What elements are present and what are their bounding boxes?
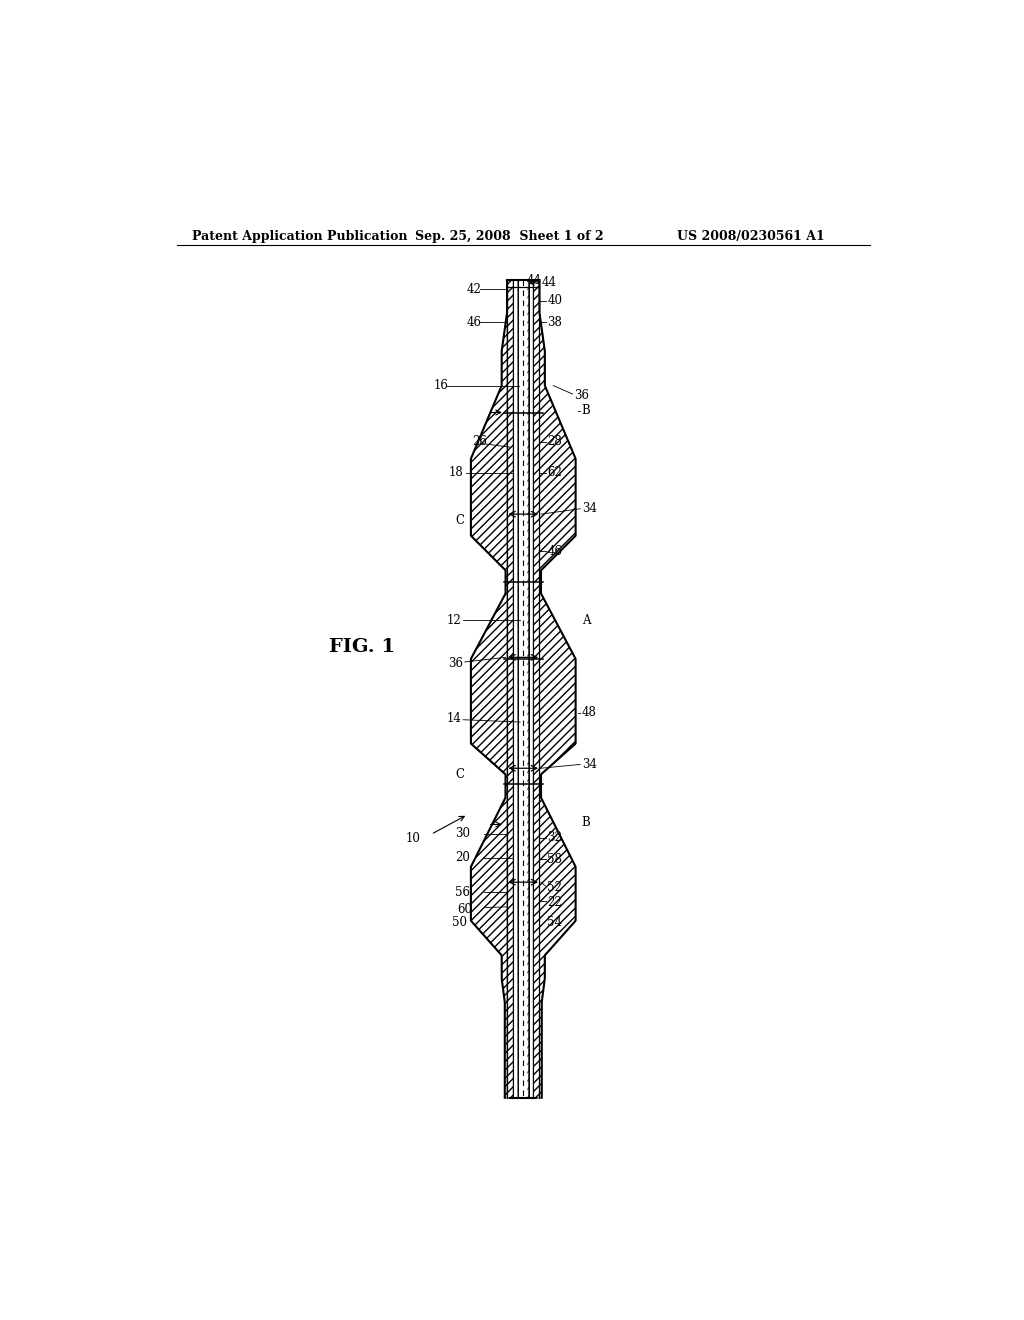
Text: 58: 58 [547,853,562,866]
Text: 48: 48 [582,706,597,719]
Text: 42: 42 [467,282,482,296]
Text: 16: 16 [434,379,449,392]
Text: 20: 20 [456,851,470,865]
Text: 34: 34 [582,758,597,771]
Text: 30: 30 [455,828,470,841]
Text: FIG. 1: FIG. 1 [330,639,395,656]
Text: 10: 10 [406,832,421,845]
Text: 52: 52 [547,880,562,894]
Text: 12: 12 [446,614,462,627]
Polygon shape [519,280,527,1098]
Text: 26: 26 [472,436,487,449]
Text: 38: 38 [547,315,562,329]
Text: 46: 46 [547,545,562,557]
Text: 54: 54 [547,916,562,929]
Polygon shape [471,280,575,1098]
Text: B: B [582,404,591,417]
Text: 32: 32 [547,832,562,843]
Text: Sep. 25, 2008  Sheet 1 of 2: Sep. 25, 2008 Sheet 1 of 2 [416,230,604,243]
Text: 36: 36 [574,389,589,403]
Text: 50: 50 [452,916,467,929]
Polygon shape [513,280,534,1098]
Text: 14: 14 [446,713,462,726]
Polygon shape [507,280,540,1098]
Text: 34: 34 [582,502,597,515]
Text: 44: 44 [542,276,557,289]
Polygon shape [518,280,528,1098]
Text: C: C [456,513,465,527]
Text: 44: 44 [527,273,542,286]
Text: 62: 62 [547,466,562,479]
Text: 56: 56 [455,886,470,899]
Text: 60: 60 [458,903,472,916]
Text: Patent Application Publication: Patent Application Publication [193,230,408,243]
Text: 28: 28 [547,436,562,449]
Text: 46: 46 [467,315,482,329]
Text: 18: 18 [449,466,463,479]
Text: B: B [582,816,591,829]
Text: 40: 40 [547,294,562,308]
Text: 36: 36 [449,657,463,671]
Text: 22: 22 [547,896,562,908]
Text: A: A [582,614,590,627]
Text: C: C [456,768,465,781]
Text: US 2008/0230561 A1: US 2008/0230561 A1 [677,230,825,243]
